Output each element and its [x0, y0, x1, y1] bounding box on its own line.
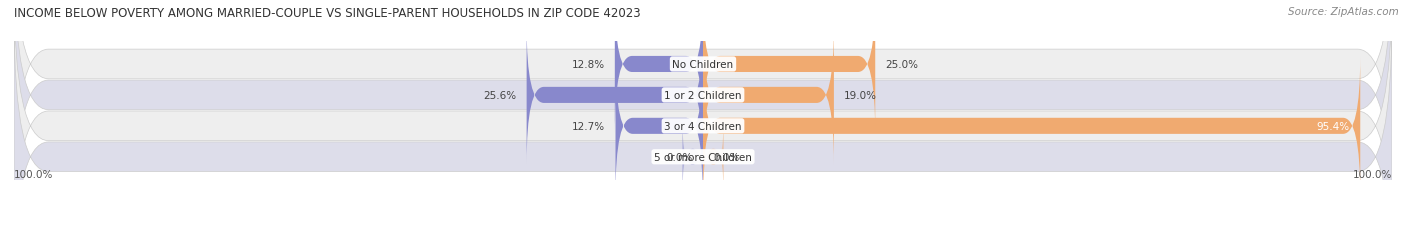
- FancyBboxPatch shape: [14, 0, 1392, 231]
- Text: 5 or more Children: 5 or more Children: [654, 152, 752, 162]
- Text: 3 or 4 Children: 3 or 4 Children: [664, 121, 742, 131]
- Text: 100.0%: 100.0%: [1353, 169, 1392, 179]
- Text: 25.0%: 25.0%: [886, 60, 918, 70]
- FancyBboxPatch shape: [682, 119, 703, 195]
- Text: 12.7%: 12.7%: [572, 121, 605, 131]
- FancyBboxPatch shape: [14, 0, 1392, 204]
- Text: 0.0%: 0.0%: [713, 152, 740, 162]
- FancyBboxPatch shape: [14, 0, 1392, 231]
- FancyBboxPatch shape: [703, 57, 1360, 195]
- Text: 25.6%: 25.6%: [484, 91, 516, 100]
- FancyBboxPatch shape: [14, 18, 1392, 231]
- FancyBboxPatch shape: [703, 27, 834, 164]
- FancyBboxPatch shape: [703, 119, 724, 195]
- Text: 19.0%: 19.0%: [844, 91, 877, 100]
- Text: 12.8%: 12.8%: [571, 60, 605, 70]
- Legend: Married Couples, Single Parents: Married Couples, Single Parents: [599, 229, 807, 231]
- FancyBboxPatch shape: [616, 57, 703, 195]
- FancyBboxPatch shape: [703, 0, 875, 134]
- Text: 1 or 2 Children: 1 or 2 Children: [664, 91, 742, 100]
- Text: INCOME BELOW POVERTY AMONG MARRIED-COUPLE VS SINGLE-PARENT HOUSEHOLDS IN ZIP COD: INCOME BELOW POVERTY AMONG MARRIED-COUPL…: [14, 7, 641, 20]
- FancyBboxPatch shape: [527, 27, 703, 164]
- Text: Source: ZipAtlas.com: Source: ZipAtlas.com: [1288, 7, 1399, 17]
- Text: 95.4%: 95.4%: [1317, 121, 1350, 131]
- FancyBboxPatch shape: [614, 0, 703, 134]
- Text: No Children: No Children: [672, 60, 734, 70]
- Text: 100.0%: 100.0%: [14, 169, 53, 179]
- Text: 0.0%: 0.0%: [666, 152, 693, 162]
